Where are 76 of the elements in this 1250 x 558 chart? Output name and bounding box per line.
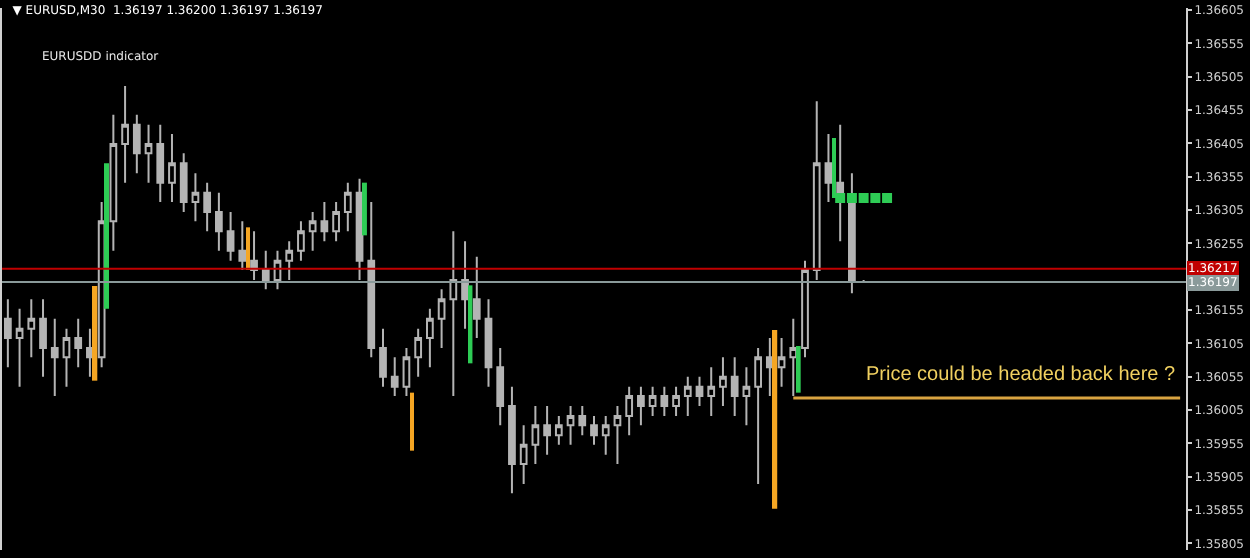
- candlestick: [496, 347, 505, 427]
- candlestick: [379, 327, 387, 388]
- candlestick: [297, 220, 305, 262]
- candlestick: [730, 356, 739, 417]
- bar: [92, 286, 98, 381]
- candlestick: [367, 201, 376, 359]
- candlestick: [754, 347, 762, 485]
- candlestick: [461, 240, 469, 330]
- bar: [468, 285, 473, 364]
- candlestick: [707, 366, 716, 417]
- candlestick: [402, 347, 411, 397]
- candlestick: [812, 100, 821, 281]
- candlestick: [437, 288, 446, 349]
- candlestick: [27, 298, 36, 359]
- candlestick: [543, 405, 551, 456]
- candlestick: [308, 211, 317, 252]
- candlestick: [390, 356, 399, 397]
- candlestick: [554, 415, 563, 446]
- bar: [362, 182, 367, 236]
- bar: [246, 227, 250, 270]
- candlestick: [39, 298, 47, 378]
- candlestick: [519, 424, 528, 485]
- candlestick: [132, 113, 141, 175]
- candlestick: [144, 123, 153, 184]
- candlestick: [179, 152, 188, 213]
- candlestick: [801, 259, 809, 359]
- candlestick: [261, 249, 270, 291]
- candlestick: [719, 356, 727, 407]
- candlestick: [508, 385, 516, 495]
- candlestick: [742, 366, 751, 427]
- candlestick: [590, 415, 598, 446]
- candlestick: [74, 317, 83, 369]
- candlestick: [50, 317, 59, 397]
- bar: [410, 392, 414, 451]
- candlestick: [824, 133, 833, 203]
- bar: [796, 346, 801, 393]
- candlestick: [472, 255, 481, 339]
- candlestick: [203, 181, 212, 233]
- bar: [772, 330, 778, 509]
- candlestick: [320, 201, 329, 243]
- candlestick: [484, 298, 493, 388]
- candlestick: [672, 385, 680, 417]
- candlestick: [695, 375, 704, 407]
- candlestick: [637, 385, 645, 427]
- candlestick: [613, 405, 622, 465]
- candlestick: [332, 201, 340, 243]
- candlestick: [683, 375, 692, 417]
- candlestick: [121, 85, 129, 184]
- candlestick: [414, 327, 423, 378]
- candlestick: [285, 240, 294, 281]
- candlestick: [566, 405, 575, 446]
- candlestick: [168, 133, 176, 203]
- candlestick: [625, 385, 634, 437]
- candlestick: [601, 415, 610, 456]
- candlestick: [660, 385, 669, 417]
- candlestick: [15, 307, 24, 388]
- candlestick: [215, 191, 223, 252]
- candlestick: [191, 172, 200, 223]
- candlestick: [449, 230, 458, 397]
- candlestick: [343, 181, 352, 233]
- candlestick: [226, 211, 235, 262]
- candlestick: [765, 337, 774, 397]
- candlestick: [426, 307, 434, 369]
- candlestick: [109, 113, 118, 252]
- candlestick: [86, 327, 94, 378]
- candlestick: [648, 385, 657, 417]
- candlestick: [531, 405, 540, 465]
- annotation: Price could be headed back here ?: [866, 364, 1176, 386]
- bar: [104, 163, 110, 309]
- candlestick: [578, 405, 587, 437]
- candlestick: [3, 298, 12, 369]
- candlestick: [62, 327, 71, 388]
- candlestick: [777, 337, 786, 388]
- candlestick: [156, 123, 165, 203]
- candlestick: [238, 220, 247, 271]
- candlestick: [789, 317, 798, 397]
